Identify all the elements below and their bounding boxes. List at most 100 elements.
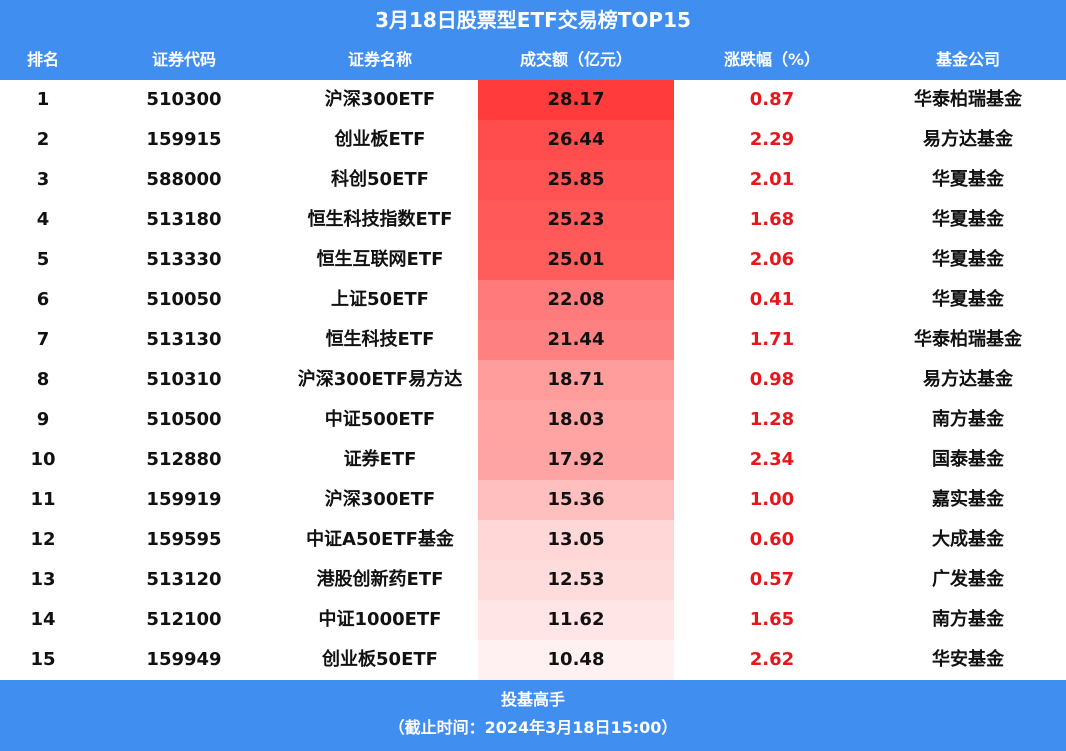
header-company: 基金公司 [935, 50, 1000, 69]
volume-cell: 25.23 [478, 200, 674, 240]
change-cell: 2.01 [749, 169, 795, 190]
code-cell: 159595 [146, 529, 222, 550]
change-cell: 0.57 [749, 569, 795, 590]
name-cell: 创业板50ETF [322, 649, 438, 670]
rank-cell: 6 [36, 289, 50, 310]
company-cell: 易方达基金 [923, 369, 1013, 390]
table-row: 9 510500 中证500ETF 18.03 1.28 南方基金 [0, 400, 1066, 440]
table-row: 12 159595 中证A50ETF基金 13.05 0.60 大成基金 [0, 520, 1066, 560]
code-cell: 510500 [146, 409, 222, 430]
name-cell: 中证500ETF [324, 409, 436, 430]
name-cell: 创业板ETF [334, 129, 426, 150]
rank-cell: 15 [30, 649, 56, 670]
volume-cell: 28.17 [478, 80, 674, 120]
company-cell: 华夏基金 [932, 169, 1004, 190]
table-row: 13 513120 港股创新药ETF 12.53 0.57 广发基金 [0, 560, 1066, 600]
code-cell: 513330 [146, 249, 222, 270]
change-cell: 1.65 [749, 609, 795, 630]
volume-cell: 15.36 [478, 480, 674, 520]
code-cell: 510050 [146, 289, 222, 310]
company-cell: 嘉实基金 [932, 489, 1004, 510]
footer-brand: 投基高手 [500, 690, 565, 709]
table-row: 10 512880 证券ETF 17.92 2.34 国泰基金 [0, 440, 1066, 480]
header-rank: 排名 [26, 50, 59, 69]
change-cell: 1.71 [749, 329, 795, 350]
rank-cell: 4 [36, 209, 50, 230]
rank-cell: 5 [36, 249, 50, 270]
code-cell: 159919 [146, 489, 222, 510]
footer-timestamp: （截止时间：2024年3月18日15:00） [388, 718, 678, 737]
header-code: 证券代码 [151, 50, 216, 69]
company-cell: 华泰柏瑞基金 [914, 329, 1022, 350]
volume-cell: 25.01 [478, 240, 674, 280]
table-row: 8 510310 沪深300ETF易方达 18.71 0.98 易方达基金 [0, 360, 1066, 400]
rank-cell: 2 [36, 129, 50, 150]
change-cell: 2.29 [749, 129, 795, 150]
volume-cell: 17.92 [478, 440, 674, 480]
company-cell: 国泰基金 [932, 449, 1004, 470]
company-cell: 华夏基金 [932, 249, 1004, 270]
change-cell: 2.06 [749, 249, 795, 270]
table-row: 4 513180 恒生科技指数ETF 25.23 1.68 华夏基金 [0, 200, 1066, 240]
name-cell: 上证50ETF [331, 289, 429, 310]
table-header: 排名 证券代码 证券名称 成交额（亿元） 涨跌幅（%） 基金公司 [0, 40, 1066, 80]
change-cell: 0.60 [749, 529, 795, 550]
rank-cell: 13 [30, 569, 56, 590]
change-cell: 0.98 [749, 369, 795, 390]
code-cell: 513180 [146, 209, 222, 230]
volume-cell: 11.62 [478, 600, 674, 640]
company-cell: 广发基金 [932, 569, 1004, 590]
rank-cell: 7 [36, 329, 50, 350]
table-row: 11 159919 沪深300ETF 15.36 1.00 嘉实基金 [0, 480, 1066, 520]
change-cell: 1.28 [749, 409, 795, 430]
company-cell: 华夏基金 [932, 209, 1004, 230]
volume-cell: 26.44 [478, 120, 674, 160]
name-cell: 沪深300ETF [324, 89, 436, 110]
code-cell: 588000 [146, 169, 222, 190]
volume-cell: 18.03 [478, 400, 674, 440]
company-cell: 华夏基金 [932, 289, 1004, 310]
volume-cell: 13.05 [478, 520, 674, 560]
name-cell: 恒生互联网ETF [316, 249, 444, 270]
company-cell: 南方基金 [932, 609, 1004, 630]
header-change: 涨跌幅（%） [723, 50, 821, 69]
header-name: 证券名称 [347, 50, 412, 69]
volume-cell: 12.53 [478, 560, 674, 600]
name-cell: 科创50ETF [331, 169, 429, 190]
table-body: 1 510300 沪深300ETF 28.17 0.87 华泰柏瑞基金 2 15… [0, 80, 1066, 680]
name-cell: 证券ETF [343, 449, 417, 470]
header-volume: 成交额（亿元） [519, 50, 632, 69]
table-row: 5 513330 恒生互联网ETF 25.01 2.06 华夏基金 [0, 240, 1066, 280]
code-cell: 159949 [146, 649, 222, 670]
code-cell: 510310 [146, 369, 222, 390]
company-cell: 南方基金 [932, 409, 1004, 430]
company-cell: 华安基金 [932, 649, 1004, 670]
volume-cell: 22.08 [478, 280, 674, 320]
table-row: 2 159915 创业板ETF 26.44 2.29 易方达基金 [0, 120, 1066, 160]
code-cell: 512100 [146, 609, 222, 630]
change-cell: 0.41 [749, 289, 795, 310]
table-row: 7 513130 恒生科技ETF 21.44 1.71 华泰柏瑞基金 [0, 320, 1066, 360]
name-cell: 沪深300ETF易方达 [297, 369, 463, 390]
volume-cell: 21.44 [478, 320, 674, 360]
code-cell: 510300 [146, 89, 222, 110]
company-cell: 华泰柏瑞基金 [914, 89, 1022, 110]
name-cell: 中证A50ETF基金 [306, 529, 454, 550]
volume-cell: 10.48 [478, 640, 674, 680]
table-row: 15 159949 创业板50ETF 10.48 2.62 华安基金 [0, 640, 1066, 680]
code-cell: 513130 [146, 329, 222, 350]
rank-cell: 12 [30, 529, 56, 550]
change-cell: 1.00 [749, 489, 795, 510]
name-cell: 沪深300ETF [324, 489, 436, 510]
company-cell: 大成基金 [932, 529, 1004, 550]
name-cell: 中证1000ETF [318, 609, 442, 630]
table-row: 3 588000 科创50ETF 25.85 2.01 华夏基金 [0, 160, 1066, 200]
name-cell: 恒生科技ETF [325, 329, 435, 350]
code-cell: 159915 [146, 129, 222, 150]
table-row: 1 510300 沪深300ETF 28.17 0.87 华泰柏瑞基金 [0, 80, 1066, 120]
change-cell: 1.68 [749, 209, 795, 230]
rank-cell: 8 [36, 369, 50, 390]
rank-cell: 9 [36, 409, 50, 430]
code-cell: 513120 [146, 569, 222, 590]
